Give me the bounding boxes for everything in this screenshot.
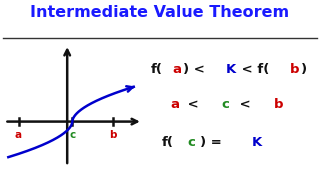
- Text: f(: f(: [151, 63, 163, 76]
- Text: <: <: [235, 98, 255, 111]
- Text: f(: f(: [161, 136, 173, 149]
- Text: Intermediate Value Theorem: Intermediate Value Theorem: [30, 5, 290, 20]
- Text: ) =: ) =: [200, 136, 227, 149]
- Text: K: K: [226, 63, 236, 76]
- Text: c: c: [222, 98, 230, 111]
- Text: ): ): [301, 63, 307, 76]
- Text: b: b: [109, 130, 117, 140]
- Text: K: K: [252, 136, 262, 149]
- Text: a: a: [15, 130, 22, 140]
- Text: <: <: [183, 98, 203, 111]
- Text: c: c: [69, 130, 76, 140]
- Text: a: a: [172, 63, 181, 76]
- Text: b: b: [274, 98, 283, 111]
- Text: < f(: < f(: [236, 63, 269, 76]
- Text: ) <: ) <: [183, 63, 210, 76]
- Text: a: a: [170, 98, 179, 111]
- Text: b: b: [290, 63, 300, 76]
- Text: c: c: [187, 136, 195, 149]
